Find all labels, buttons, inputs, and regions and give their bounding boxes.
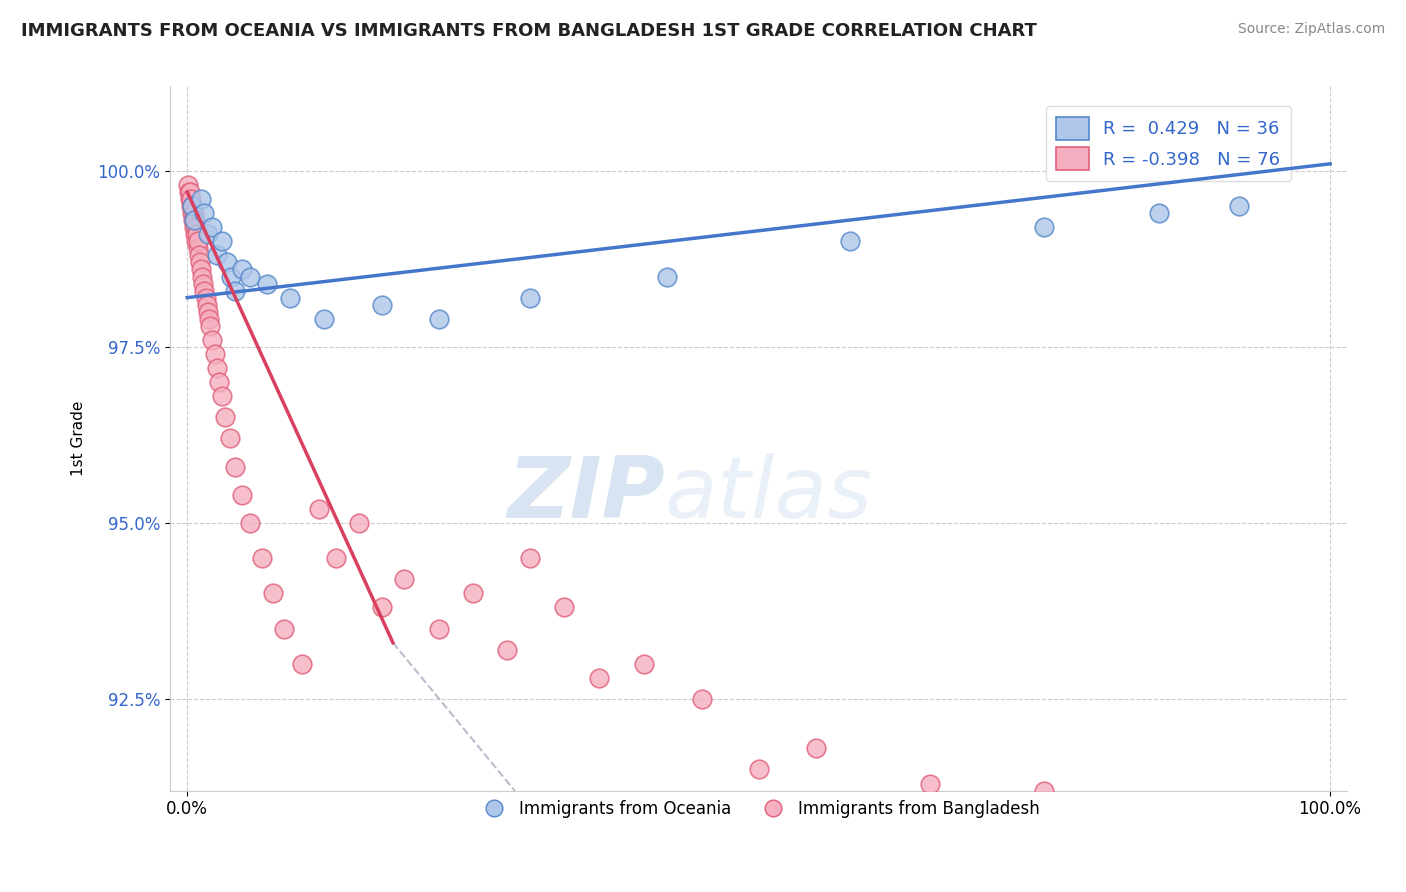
Point bbox=[183, 213, 205, 227]
Point bbox=[461, 586, 484, 600]
Point bbox=[325, 551, 347, 566]
Point bbox=[290, 657, 312, 671]
Point bbox=[193, 284, 215, 298]
Point bbox=[633, 657, 655, 671]
Point bbox=[194, 291, 217, 305]
Point bbox=[188, 255, 211, 269]
Point bbox=[1033, 220, 1056, 235]
Point bbox=[370, 600, 392, 615]
Point bbox=[193, 206, 215, 220]
Point bbox=[256, 277, 278, 291]
Point bbox=[190, 262, 212, 277]
Point bbox=[250, 551, 273, 566]
Point bbox=[205, 361, 228, 376]
Point bbox=[862, 797, 884, 812]
Point bbox=[181, 199, 204, 213]
Point bbox=[183, 220, 205, 235]
Point bbox=[1227, 199, 1250, 213]
Point bbox=[748, 763, 770, 777]
Text: Source: ZipAtlas.com: Source: ZipAtlas.com bbox=[1237, 22, 1385, 37]
Point bbox=[204, 347, 226, 361]
Point bbox=[186, 241, 208, 255]
Point bbox=[211, 389, 233, 403]
Point bbox=[262, 586, 284, 600]
Point bbox=[657, 269, 679, 284]
Point bbox=[179, 192, 201, 206]
Point bbox=[976, 812, 998, 826]
Point bbox=[278, 291, 301, 305]
Point bbox=[198, 318, 221, 333]
Point bbox=[180, 192, 202, 206]
Point bbox=[208, 375, 231, 389]
Point bbox=[197, 304, 219, 318]
Point bbox=[496, 642, 519, 657]
Point bbox=[347, 516, 370, 530]
Y-axis label: 1st Grade: 1st Grade bbox=[72, 401, 86, 476]
Point bbox=[217, 255, 239, 269]
Point bbox=[588, 671, 610, 685]
Point bbox=[427, 311, 450, 326]
Point bbox=[690, 692, 713, 706]
Point bbox=[553, 600, 575, 615]
Point bbox=[179, 185, 201, 199]
Text: ZIP: ZIP bbox=[506, 453, 665, 536]
Point bbox=[187, 235, 209, 249]
Point bbox=[839, 235, 862, 249]
Point bbox=[177, 178, 200, 192]
Point bbox=[195, 298, 218, 312]
Point bbox=[519, 551, 541, 566]
Point bbox=[239, 269, 262, 284]
Text: IMMIGRANTS FROM OCEANIA VS IMMIGRANTS FROM BANGLADESH 1ST GRADE CORRELATION CHAR: IMMIGRANTS FROM OCEANIA VS IMMIGRANTS FR… bbox=[21, 22, 1038, 40]
Point bbox=[201, 220, 224, 235]
Point bbox=[219, 269, 242, 284]
Point bbox=[519, 291, 541, 305]
Point bbox=[183, 206, 205, 220]
Point bbox=[224, 459, 246, 474]
Point bbox=[920, 776, 942, 790]
Point bbox=[184, 220, 207, 235]
Point bbox=[205, 248, 228, 262]
Point bbox=[273, 622, 295, 636]
Point bbox=[370, 298, 392, 312]
Point bbox=[184, 227, 207, 242]
Point bbox=[180, 206, 202, 220]
Point bbox=[181, 213, 204, 227]
Point bbox=[214, 410, 236, 425]
Point bbox=[186, 227, 208, 242]
Point bbox=[198, 311, 221, 326]
Point bbox=[427, 622, 450, 636]
Point bbox=[201, 333, 224, 347]
Point bbox=[314, 311, 336, 326]
Point bbox=[224, 284, 246, 298]
Point bbox=[1033, 783, 1056, 797]
Point bbox=[180, 199, 202, 213]
Point bbox=[180, 199, 202, 213]
Point bbox=[218, 432, 240, 446]
Point bbox=[197, 227, 219, 242]
Point bbox=[186, 235, 208, 249]
Point bbox=[191, 269, 214, 284]
Point bbox=[239, 516, 262, 530]
Point bbox=[804, 741, 827, 756]
Point bbox=[183, 213, 205, 227]
Point bbox=[231, 488, 253, 502]
Point bbox=[187, 248, 209, 262]
Point bbox=[394, 572, 416, 586]
Legend: Immigrants from Oceania, Immigrants from Bangladesh: Immigrants from Oceania, Immigrants from… bbox=[471, 793, 1046, 824]
Point bbox=[1147, 206, 1170, 220]
Point bbox=[193, 277, 215, 291]
Point bbox=[177, 185, 200, 199]
Point bbox=[231, 262, 253, 277]
Text: atlas: atlas bbox=[665, 453, 873, 536]
Point bbox=[190, 192, 212, 206]
Point bbox=[308, 502, 330, 516]
Point bbox=[211, 235, 233, 249]
